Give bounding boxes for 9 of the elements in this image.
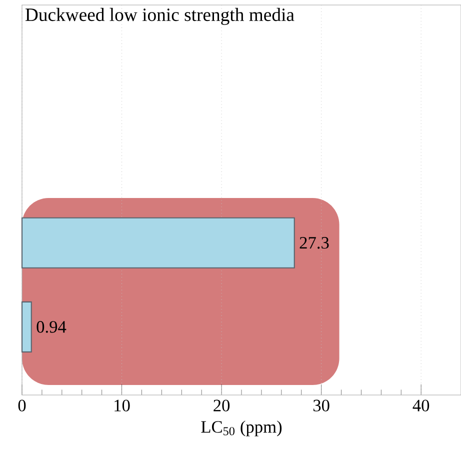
x-tick-label: 20 (214, 400, 230, 412)
data-label: 27.3 (300, 237, 329, 249)
chart-title: Duckweed low ionic strength media (25, 8, 294, 25)
x-axis-title: LC$_{50}$ (ppm) (201, 420, 282, 436)
x-tick-label: 40 (412, 400, 429, 412)
x-tick-label: 0 (18, 400, 26, 412)
x-tick-label: 10 (114, 400, 130, 412)
x-tick-label: 30 (313, 400, 330, 412)
data-label: 0.94 (36, 321, 66, 333)
